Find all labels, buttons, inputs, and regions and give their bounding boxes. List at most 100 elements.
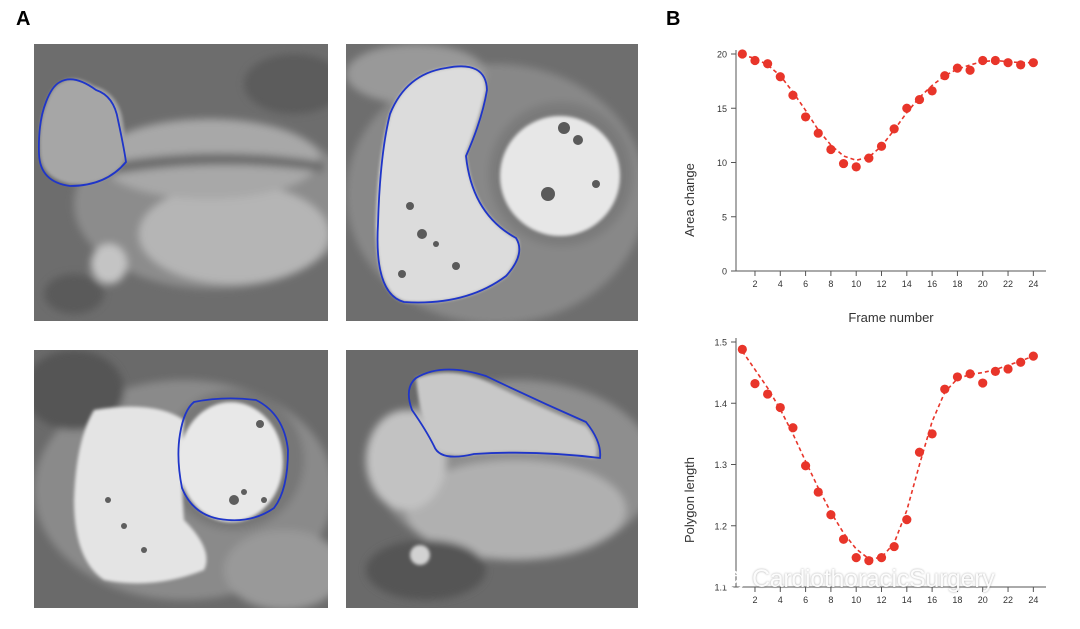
poly-x-tick-label: 16 xyxy=(927,595,937,605)
area-data-point xyxy=(800,112,811,122)
poly-x-tick-label: 14 xyxy=(902,595,912,605)
poly-x-tick-label: 22 xyxy=(1003,595,1013,605)
area-x-tick-label: 2 xyxy=(752,279,757,289)
poly-x-tick-label: 6 xyxy=(803,595,808,605)
poly-y-tick-label: 1.4 xyxy=(714,399,727,409)
panel-b-label: B xyxy=(666,8,681,30)
area-x-tick-label: 24 xyxy=(1028,279,1038,289)
area-data-point xyxy=(851,162,861,172)
area-data-point xyxy=(978,55,988,66)
poly-data-point xyxy=(763,389,773,399)
area-y-tick-label: 0 xyxy=(722,267,727,277)
poly-data-point xyxy=(990,366,1000,376)
poly-data-point xyxy=(952,372,963,382)
poly-data-point xyxy=(775,402,785,413)
area-data-point xyxy=(864,153,874,163)
poly-data-point xyxy=(838,534,849,544)
poly-data-point xyxy=(851,553,861,563)
area-x-tick-label: 18 xyxy=(952,279,962,289)
poly-x-tick-label: 20 xyxy=(978,595,988,605)
contour-left-atrium xyxy=(37,78,127,187)
poly-data-point xyxy=(1016,357,1026,367)
watermark-text: CardiothoracicSurgery xyxy=(752,564,995,593)
mri-image-1 xyxy=(34,44,328,321)
poly-data-point xyxy=(1003,364,1013,374)
area-data-point xyxy=(763,59,773,69)
area-data-point xyxy=(788,90,798,100)
area-x-tick-label: 20 xyxy=(978,279,988,289)
polygon-length-chart: 1.1 1.2 1.3 1.4 1.5 2 4 6 8 10 12 14 16 18 20 22 24 Poly… xyxy=(676,328,1056,624)
poly-data-point xyxy=(813,487,823,497)
poly-data-point xyxy=(902,515,912,525)
area-y-tick-label: 20 xyxy=(717,50,727,60)
poly-data-point xyxy=(965,369,975,379)
mri-image-3 xyxy=(34,350,328,608)
mri-four-chamber-view xyxy=(34,44,328,321)
poly-x-tick-label: 18 xyxy=(952,595,962,605)
poly-y-tick-label: 1.1 xyxy=(714,583,727,593)
wechat-icon xyxy=(717,568,745,590)
area-data-point xyxy=(826,144,836,155)
area-x-tick-label: 14 xyxy=(902,279,912,289)
mri-image-4 xyxy=(346,350,638,608)
poly-y-tick-label: 1.5 xyxy=(714,338,727,348)
area-data-point xyxy=(952,63,963,73)
poly-x-tick-label: 12 xyxy=(877,595,887,605)
poly-x-tick-label: 10 xyxy=(851,595,861,605)
area-data-point xyxy=(990,55,1000,66)
area-data-point xyxy=(965,65,975,75)
area-x-axis-label: Frame number xyxy=(848,310,934,325)
area-data-point xyxy=(750,55,760,66)
poly-plot-marks: 1.11.21.31.41.52 4 6 8 10 12 14 16 18 20 22 24 xyxy=(714,338,1046,605)
poly-data-point xyxy=(876,553,887,563)
area-data-point xyxy=(889,124,899,134)
poly-x-tick-label: 2 xyxy=(752,595,757,605)
area-y-tick-label: 10 xyxy=(717,158,727,168)
poly-x-tick-label: 24 xyxy=(1028,595,1038,605)
poly-data-point xyxy=(788,423,798,433)
poly-data-point xyxy=(826,510,836,520)
area-y-tick-label: 5 xyxy=(722,212,727,222)
area-data-point xyxy=(927,86,937,96)
panel-a-label: A xyxy=(16,8,31,30)
poly-data-point xyxy=(978,378,988,388)
area-x-tick-label: 6 xyxy=(803,279,808,289)
area-data-point xyxy=(1003,58,1013,68)
mri-four-chamber-rv-view xyxy=(346,350,638,608)
poly-data-point xyxy=(927,429,937,439)
poly-data-point xyxy=(1028,351,1038,361)
poly-fit-line xyxy=(741,350,1034,560)
poly-y-tick-label: 1.3 xyxy=(714,460,727,470)
area-fit-line xyxy=(742,54,1034,162)
area-data-point xyxy=(902,103,912,113)
area-data-point xyxy=(876,141,887,151)
area-data-point xyxy=(838,158,849,169)
poly-x-tick-label: 8 xyxy=(828,595,833,605)
poly-data-point xyxy=(889,541,899,552)
area-data-point xyxy=(775,72,785,82)
contour-right-ventricle xyxy=(376,65,521,304)
area-change-chart: 0 5 10 15 20 2 4 6 8 10 12 14 16 18 20 22 24 Frame numbe… xyxy=(676,40,1056,330)
area-x-tick-label: 12 xyxy=(877,279,887,289)
poly-x-tick-label: 4 xyxy=(778,595,783,605)
poly-data-point xyxy=(940,384,950,394)
area-x-tick-label: 8 xyxy=(828,279,833,289)
polygon-length-svg: 1.11.21.31.41.52 4 6 8 10 12 14 16 18 20 22 24 Poly… xyxy=(682,338,1046,605)
contour-left-ventricle xyxy=(177,397,289,522)
poly-data-point xyxy=(914,447,925,457)
area-x-tick-label: 4 xyxy=(778,279,783,289)
poly-data-point xyxy=(864,556,874,566)
area-data-point xyxy=(1016,60,1026,70)
area-data-point xyxy=(1028,58,1038,68)
poly-data-point xyxy=(800,461,811,471)
area-data-point xyxy=(914,94,925,105)
watermark: CardiothoracicSurgery xyxy=(716,562,995,596)
poly-y-axis-label: Polygon length xyxy=(682,457,697,543)
poly-y-tick-label: 1.2 xyxy=(714,521,727,531)
poly-data-point xyxy=(737,344,747,354)
mri-image-2 xyxy=(346,44,638,321)
mri-short-axis-view xyxy=(346,44,638,321)
area-y-tick-label: 15 xyxy=(717,104,727,114)
